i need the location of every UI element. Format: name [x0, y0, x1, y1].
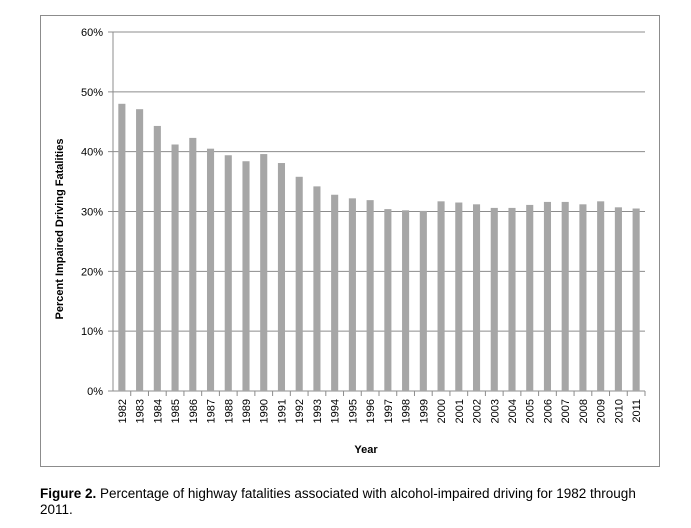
x-tick-label: 1986 [188, 399, 200, 423]
y-tick-label: 0% [87, 386, 103, 398]
y-tick-labels: 0% 10% 20% 30% 40% 50% 60% [81, 27, 103, 398]
x-tick-label: 2007 [560, 399, 572, 423]
x-tick-label: 1992 [294, 399, 306, 423]
x-tick-label: 2005 [525, 399, 537, 423]
y-tick-label: 50% [81, 87, 103, 99]
x-tick-label: 2004 [507, 399, 519, 423]
x-tick-label: 1993 [312, 399, 324, 423]
bar-1995 [348, 198, 356, 391]
x-tick-label: 1994 [330, 399, 342, 423]
figure-caption-label: Figure 2. [40, 486, 97, 501]
bar-2010 [614, 207, 622, 391]
bar-2011 [632, 208, 640, 391]
bar-1997 [384, 209, 392, 391]
bar-1992 [295, 176, 303, 391]
x-tick-label: 1998 [401, 399, 413, 423]
y-tick-label: 10% [81, 326, 103, 338]
x-tick-label: 1999 [418, 399, 430, 423]
x-tick-label: 1987 [206, 399, 218, 423]
bar-2009 [597, 201, 605, 391]
x-tick-label: 2010 [613, 399, 625, 423]
x-tick-label: 1989 [241, 399, 253, 423]
bar-2004 [508, 207, 516, 391]
x-tick-label: 1995 [347, 399, 359, 423]
bar-2000 [437, 201, 445, 391]
x-tick-label: 2011 [631, 399, 643, 423]
x-axis-title: Year [354, 444, 378, 456]
bar-chart: 0%10%20%30%40%50%60% 1982 1983 1984 1985 198… [54, 27, 646, 456]
figure-caption: Figure 2. Percentage of highway fataliti… [40, 486, 670, 518]
bar-1998 [402, 210, 410, 391]
y-tick-label: 40% [81, 147, 103, 159]
bar-1988 [224, 155, 232, 391]
x-tick-label: 1997 [383, 399, 395, 423]
bar-1999 [419, 210, 427, 391]
y-axis-title: Percent Impaired Driving Fatalities [54, 139, 66, 320]
bar-1996 [366, 200, 374, 391]
bar-1994 [331, 194, 339, 391]
x-tick-label: 1996 [365, 399, 377, 423]
x-tick-label: 1982 [117, 399, 129, 423]
bar-2003 [490, 207, 498, 391]
bar-2006 [543, 201, 552, 391]
bar-2007 [561, 201, 569, 391]
x-tick-label: 2003 [489, 399, 501, 423]
bar-2002 [472, 204, 481, 391]
bars [118, 103, 640, 392]
y-tick-label: 60% [81, 27, 103, 39]
x-tick-label: 2000 [436, 399, 448, 423]
bar-2005 [526, 204, 534, 391]
x-tick-label: 2001 [454, 399, 466, 423]
bar-1993 [313, 186, 321, 391]
y-tick-label: 30% [81, 207, 103, 219]
x-tick-label: 1983 [135, 399, 147, 423]
bar-1991 [277, 163, 286, 391]
x-tick-label: 1985 [170, 399, 182, 423]
bar-1983 [136, 109, 144, 391]
bar-2001 [455, 202, 463, 391]
x-tick-label: 2009 [596, 399, 608, 423]
x-tick-label: 1990 [259, 399, 271, 423]
x-tick-label: 2006 [542, 399, 554, 423]
x-tick-labels: 1982 1983 1984 1985 1986 1987 1988 1989 1990 1991… [117, 399, 643, 423]
x-tick-label: 1991 [276, 399, 288, 423]
x-tick-label: 2002 [472, 399, 484, 423]
chart-frame: 0% 10% 20% 30% 40% 50% 60% 1982 1983 1984 1985 198… [40, 15, 660, 467]
bar-2008 [579, 204, 587, 391]
bar-1985 [171, 144, 179, 391]
bar-1984 [153, 125, 161, 392]
bar-1989 [242, 161, 250, 391]
x-tick-label: 1984 [152, 399, 164, 423]
bar-1982 [118, 103, 126, 392]
bar-1990 [260, 154, 268, 391]
x-tick-label: 1988 [223, 399, 235, 423]
y-tick-label: 20% [81, 266, 103, 278]
x-tick-label: 2008 [578, 399, 590, 423]
bar-1987 [206, 148, 215, 391]
gridlines [108, 31, 646, 396]
figure-caption-text: Percentage of highway fatalities associa… [40, 486, 636, 517]
bar-1986 [189, 137, 197, 391]
